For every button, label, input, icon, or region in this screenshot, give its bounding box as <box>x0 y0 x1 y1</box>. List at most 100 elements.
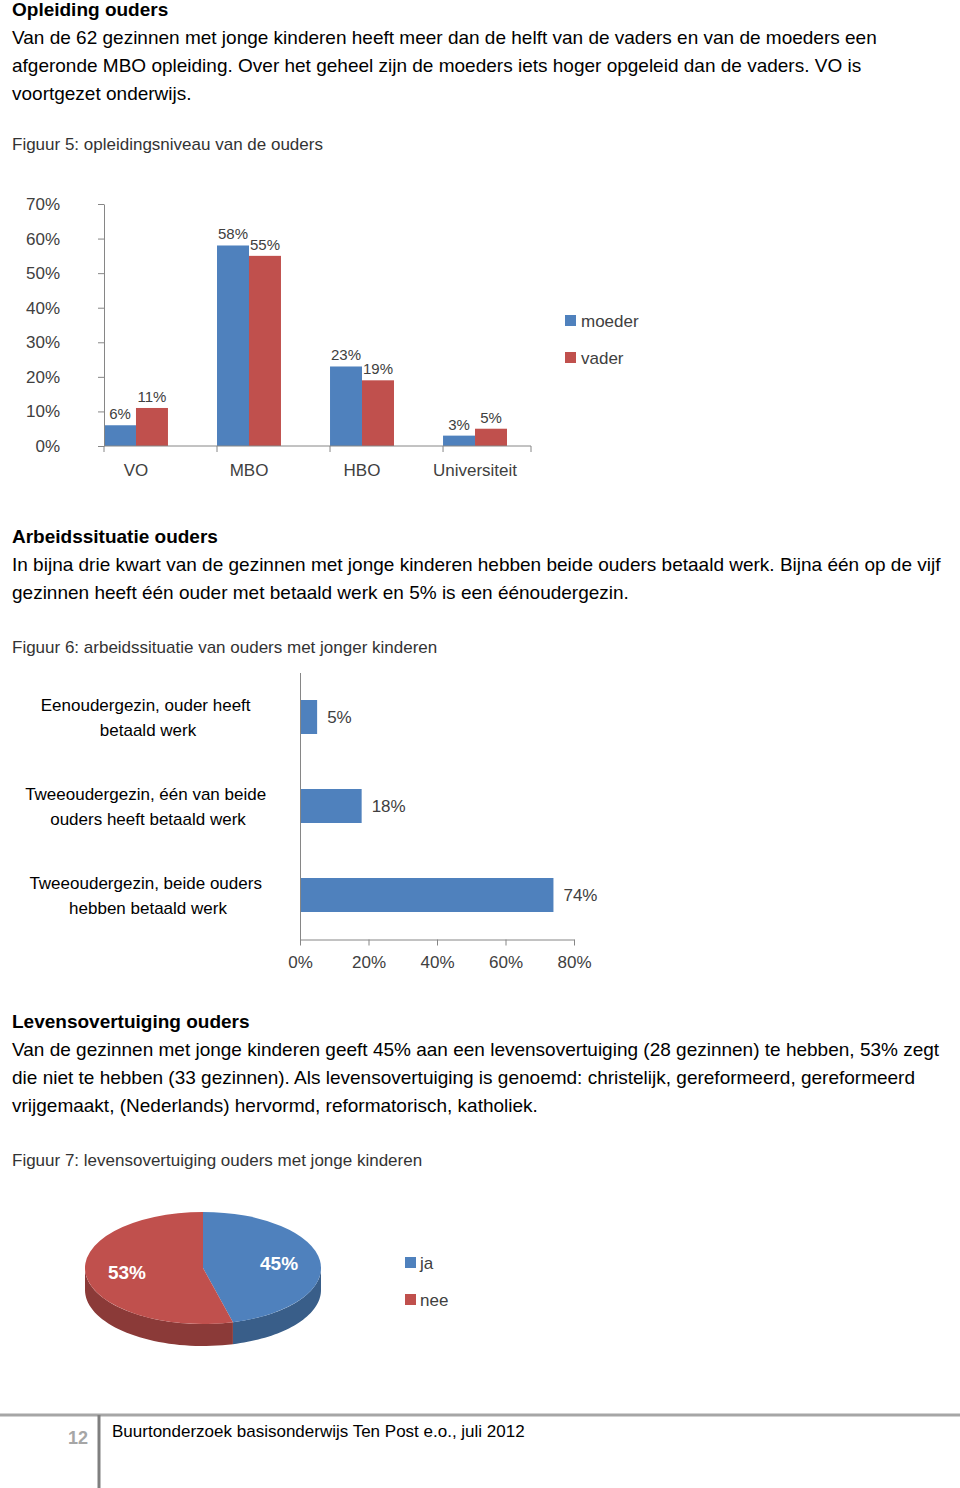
y-tick: Eenoudergezin, ouder heeft betaald werk <box>41 696 256 740</box>
x-tick-label: 40% <box>420 953 454 972</box>
data-label: 55% <box>250 236 280 253</box>
legend-label: ja <box>419 1254 434 1273</box>
x-tick-mark <box>574 940 575 946</box>
x-tick-mark <box>300 940 301 946</box>
chart-title: Figuur 5: opleidingsniveau van de ouders <box>12 135 323 154</box>
x-tick: HBO <box>344 461 381 480</box>
section: Arbeidssituatie oudersIn bijna drie kwar… <box>12 523 948 607</box>
y-tick-label: 50% <box>26 264 60 283</box>
legend-label: vader <box>581 349 624 368</box>
y-tick-label: Tweeoudergezin, één van beide ouders hee… <box>25 785 271 829</box>
y-tick: 70% <box>26 195 104 214</box>
y-tick-mark <box>98 308 104 309</box>
y-tick-mark <box>98 411 104 412</box>
y-tick-label: 10% <box>26 402 60 421</box>
legend-swatch <box>405 1294 416 1305</box>
x-tick: Universiteit <box>433 461 517 480</box>
y-tick-label: 40% <box>26 299 60 318</box>
y-tick: Tweeoudergezin, beide ouders hebben beta… <box>29 874 266 918</box>
bar <box>300 700 317 734</box>
y-tick-mark <box>98 342 104 343</box>
x-tick: MBO <box>230 461 269 480</box>
section-text: In bijna drie kwart van de gezinnen met … <box>12 551 948 607</box>
footer: 12Buurtonderzoek basisonderwijs Ten Post… <box>0 1415 960 1488</box>
bar <box>475 429 507 446</box>
y-tick-mark <box>98 377 104 378</box>
y-tick-label: 30% <box>26 333 60 352</box>
y-tick: 60% <box>26 230 104 249</box>
legend-swatch <box>405 1257 416 1268</box>
data-label: 3% <box>448 416 470 433</box>
y-axis-line <box>104 205 105 447</box>
section-heading: Arbeidssituatie ouders <box>12 523 948 551</box>
bar <box>249 256 281 446</box>
bar-chart-horizontal: 0% 20% 40% 60% 80% Eenoudergezin, ouder heeft… <box>25 673 597 972</box>
data-label: 19% <box>363 360 393 377</box>
y-tick-mark <box>98 273 104 274</box>
x-axis: VO MBO HBO Universiteit <box>124 461 518 480</box>
section-text: Van de gezinnen met jonge kinderen geeft… <box>12 1036 948 1120</box>
y-tick-mark <box>98 446 104 447</box>
data-label: 18% <box>372 797 406 816</box>
pie-slice <box>85 1212 233 1324</box>
x-tick-label: 0% <box>288 953 313 972</box>
section: Levensovertuiging oudersVan de gezinnen … <box>12 1008 948 1120</box>
chart-title: Figuur 6: arbeidssituatie van ouders met… <box>12 638 437 657</box>
x-tick-label: 20% <box>352 953 386 972</box>
y-tick: Tweeoudergezin, één van beide ouders hee… <box>25 785 271 829</box>
x-tick: VO <box>124 461 149 480</box>
page-canvas: 0% 10% 20% 30% 40% 50% 60% 70% VO MBO HBO Universit… <box>0 0 960 1488</box>
y-tick: 10% <box>26 402 104 421</box>
y-tick-label-line: hebben betaald werk <box>69 899 227 918</box>
legend-swatch <box>565 315 576 326</box>
data-labels: 6%58%23%3%11%55%19%5% <box>109 225 502 432</box>
y-tick-label: 20% <box>26 368 60 387</box>
pie-chart: 45%53%janee <box>85 1212 448 1346</box>
legend: moedervader <box>565 312 639 368</box>
x-axis-divider <box>217 446 218 452</box>
data-label: 11% <box>138 388 167 405</box>
bar <box>300 789 362 823</box>
y-tick-label-line: ouders heeft betaald werk <box>50 810 246 829</box>
data-label: 6% <box>109 405 131 422</box>
footer-divider <box>98 1415 101 1488</box>
x-tick: 60% <box>489 940 523 972</box>
x-axis-divider <box>443 446 444 452</box>
x-axis: 0% 20% 40% 60% 80% <box>288 940 591 972</box>
y-tick: 40% <box>26 299 104 318</box>
y-axis-line <box>300 673 301 940</box>
x-tick-label: MBO <box>230 461 269 480</box>
bar <box>443 436 475 446</box>
y-tick-label: Tweeoudergezin, beide ouders hebben beta… <box>29 874 266 918</box>
y-axis: Eenoudergezin, ouder heeft betaald werk T… <box>25 673 300 940</box>
bar <box>136 408 168 446</box>
y-tick-label-line: betaald werk <box>100 721 197 740</box>
x-tick: 20% <box>352 940 386 972</box>
data-labels: 5%18%74% <box>327 708 597 905</box>
bars <box>300 700 553 912</box>
legend: janee <box>405 1254 448 1310</box>
y-tick-mark <box>98 239 104 240</box>
x-tick: 0% <box>288 940 313 972</box>
section-heading: Levensovertuiging ouders <box>12 1008 948 1036</box>
x-tick-mark <box>506 940 507 946</box>
section: Opleiding oudersVan de 62 gezinnen met j… <box>12 0 948 108</box>
data-label: 5% <box>480 409 502 426</box>
page-number: 12 <box>68 1428 88 1448</box>
x-tick-label: Universiteit <box>433 461 517 480</box>
x-tick-mark <box>437 940 438 946</box>
x-tick-label: VO <box>124 461 149 480</box>
x-tick-label: 60% <box>489 953 523 972</box>
x-tick-label: HBO <box>344 461 381 480</box>
bar <box>362 380 394 446</box>
bars <box>104 245 507 446</box>
data-label: 5% <box>327 708 352 727</box>
data-label: 45% <box>260 1253 298 1274</box>
footer-rule <box>0 1414 960 1417</box>
y-tick: 20% <box>26 368 104 387</box>
x-tick-mark <box>369 940 370 946</box>
x-tick: 80% <box>557 940 591 972</box>
y-tick-label: 70% <box>26 195 60 214</box>
bar-chart: 0%10%20%30%40%50%60%70%VOMBOHBOUniversit… <box>26 195 639 480</box>
section-text: Van de 62 gezinnen met jonge kinderen he… <box>12 24 948 108</box>
